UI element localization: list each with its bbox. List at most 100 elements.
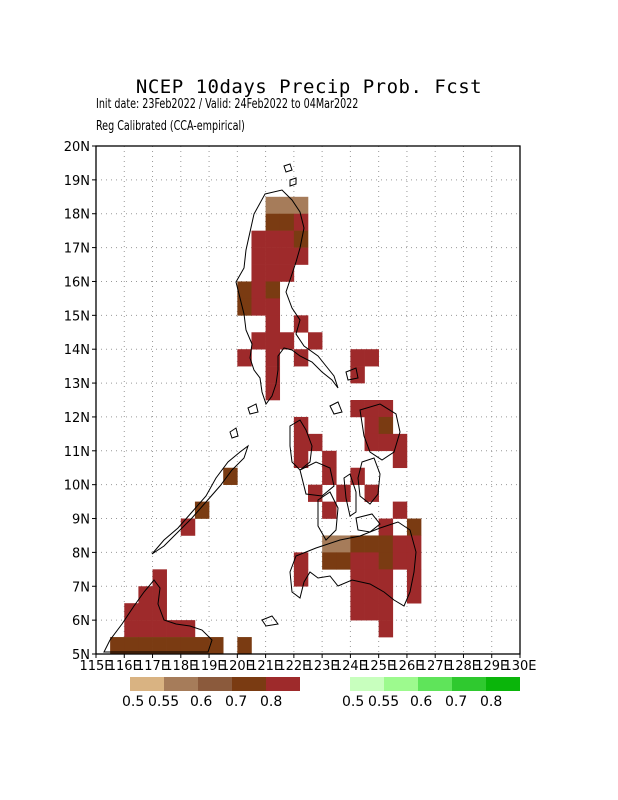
probability-cell <box>392 501 408 519</box>
probability-cell <box>265 315 281 333</box>
probability-cell <box>180 518 196 536</box>
probability-cell <box>392 450 408 469</box>
init-valid-label: Init date: 23Feb2022 / Valid: 24Feb2022 … <box>96 97 359 112</box>
lon-tick-label: 117E <box>136 659 169 674</box>
lon-tick-label: 127E <box>419 659 452 674</box>
map-title: NCEP 10days Precip Prob. Fcst <box>135 76 483 98</box>
legend-swatch-wet <box>384 677 418 691</box>
probability-cell <box>322 467 337 485</box>
map-frame <box>95 145 521 655</box>
legend-label-wet: 0.6 <box>410 694 433 710</box>
probability-cell <box>180 620 196 638</box>
probability-cell <box>251 332 266 350</box>
lon-tick-label: 118E <box>164 659 197 674</box>
probability-cell <box>138 603 153 621</box>
probability-cell <box>265 247 281 265</box>
probability-cell <box>350 586 365 604</box>
probability-cell <box>392 433 408 452</box>
probability-cell <box>364 400 379 418</box>
probability-cell <box>378 518 394 536</box>
lon-tick-label: 126E <box>390 659 423 674</box>
lat-tick-label: 7N <box>72 580 90 595</box>
probability-cell <box>350 603 365 621</box>
probability-cell <box>378 433 394 452</box>
lon-tick-label: 130E <box>503 659 536 674</box>
probability-cell <box>364 569 379 587</box>
probability-cell <box>364 603 379 621</box>
lon-tick-label: 119E <box>193 659 226 674</box>
probability-cell <box>378 400 394 418</box>
lat-tick-label: 17N <box>64 242 90 257</box>
legend-label-dry: 0.6 <box>190 694 213 710</box>
probability-cell <box>265 281 281 299</box>
probability-cell <box>293 450 309 469</box>
probability-cell <box>279 247 295 265</box>
method-label: Reg Calibrated (CCA-empirical) <box>96 119 245 134</box>
lon-tick-label: 125E <box>362 659 395 674</box>
probability-cell <box>364 416 379 435</box>
probability-cell <box>251 281 266 299</box>
probability-cell <box>322 450 337 469</box>
probability-cell <box>406 569 422 587</box>
probability-cell <box>378 620 394 638</box>
probability-cell <box>336 552 351 570</box>
probability-cell <box>279 213 295 231</box>
lat-tick-label: 16N <box>64 275 90 290</box>
probability-cell <box>251 264 266 282</box>
probability-cell <box>152 637 167 655</box>
probability-cell <box>110 637 125 655</box>
legend-label-dry: 0.5 <box>122 694 145 710</box>
probability-cell <box>308 332 323 350</box>
probability-cell <box>293 433 309 452</box>
legend-swatch-wet <box>452 677 486 691</box>
legend-swatch-wet <box>350 677 384 691</box>
legend-swatch-wet <box>486 677 520 691</box>
axis-labels: 20N 19N 18N 17N 16N 15N 14N 13N 12N 11N 10N 9N 8N 7N 6… <box>64 140 537 674</box>
probability-cell <box>251 298 266 316</box>
probability-cell <box>152 569 167 587</box>
probability-cell <box>364 484 379 502</box>
probability-cell <box>237 298 252 316</box>
lat-tick-label: 15N <box>64 309 90 324</box>
lat-tick-label: 11N <box>64 445 90 460</box>
probability-cell <box>378 586 394 604</box>
probability-cell <box>265 298 281 316</box>
probability-cell <box>124 637 139 655</box>
lat-tick-label: 9N <box>72 513 90 528</box>
probability-cell <box>322 535 337 553</box>
probability-cell <box>251 247 266 265</box>
probability-cell <box>265 213 281 231</box>
lat-tick-label: 18N <box>64 208 90 223</box>
legend-swatch-dry <box>130 677 164 691</box>
lon-tick-label: 115E <box>79 659 112 674</box>
lat-tick-label: 5N <box>72 648 90 663</box>
probability-cell <box>293 552 309 570</box>
legend-swatch-dry <box>266 677 300 691</box>
probability-cell <box>293 213 309 231</box>
probability-cell <box>279 332 295 350</box>
lat-tick-label: 8N <box>72 546 90 561</box>
probability-cell <box>223 467 238 485</box>
map-border <box>95 145 521 655</box>
probability-cell <box>378 603 394 621</box>
coastlines <box>103 163 417 653</box>
probability-cell <box>322 552 337 570</box>
probability-cell <box>237 637 252 655</box>
legend-swatch-dry <box>232 677 266 691</box>
probability-cell <box>322 501 337 519</box>
lat-tick-label: 6N <box>72 614 90 629</box>
probability-cell <box>350 535 365 553</box>
probability-cell <box>364 552 379 570</box>
probability-cell <box>293 315 309 333</box>
lat-tick-label: 10N <box>64 479 90 494</box>
probability-cell <box>350 569 365 587</box>
lat-tick-label: 14N <box>64 343 90 358</box>
lat-tick-label: 20N <box>64 140 90 155</box>
legend-label-dry: 0.55 <box>148 694 180 710</box>
legend-label-wet: 0.5 <box>342 694 365 710</box>
probability-cell <box>180 637 196 655</box>
probability-cell <box>237 349 252 367</box>
probability-cell <box>265 332 281 350</box>
probability-cell <box>265 264 281 282</box>
